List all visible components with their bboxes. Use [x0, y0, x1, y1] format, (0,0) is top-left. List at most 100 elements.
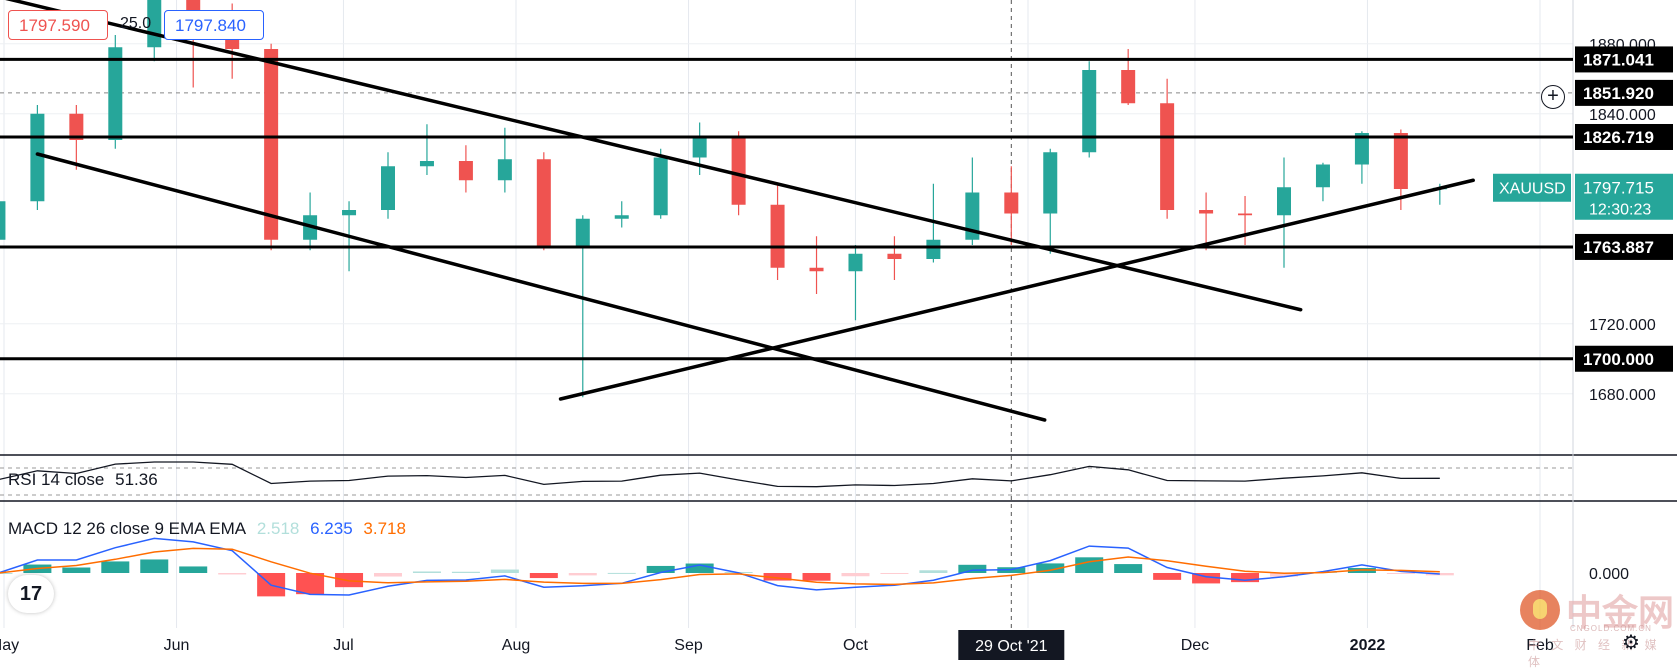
macd-histogram-bar: [1270, 573, 1298, 577]
candle-body: [1160, 103, 1175, 210]
macd-histogram-bar: [1425, 573, 1454, 576]
candle-body: [264, 49, 279, 240]
level-label-box: [1575, 123, 1673, 150]
tradingview-logo-icon[interactable]: 17: [8, 575, 54, 613]
trendline: [5, 0, 1303, 312]
candle-body: [1043, 152, 1058, 214]
candle-body: [614, 215, 629, 219]
macd-line-value: 6.235: [310, 519, 353, 538]
macd-zero-label: 0.000: [1589, 566, 1629, 583]
candle-body: [770, 204, 785, 268]
macd-histogram-bar: [1231, 573, 1260, 583]
macd-histogram-bar: [62, 567, 91, 573]
watermark-tagline: 中 文 财 经 新 媒 体: [1528, 638, 1661, 669]
candle-body: [108, 47, 123, 140]
level-label: 1871.041: [1583, 50, 1654, 69]
level-label: 1700.000: [1583, 350, 1654, 369]
macd-histogram-bar: [1114, 564, 1143, 573]
candle-body: [653, 157, 668, 216]
macd-histogram-bar: [412, 571, 441, 573]
rsi-value: 51.36: [115, 470, 158, 489]
macd-histogram-bar: [880, 573, 909, 574]
crosshair-price-label-box: [1575, 79, 1673, 106]
x-tick-label: Aug: [502, 637, 530, 654]
macd-histogram-bar: [0, 573, 13, 574]
macd-histogram-bar: [218, 573, 247, 575]
trendline: [35, 152, 1047, 422]
rsi-name: RSI 14 close: [8, 470, 105, 489]
y-tick-label: 1720.000: [1589, 317, 1656, 334]
macd-histogram-bar: [451, 571, 480, 573]
macd-histogram-bar: [841, 573, 870, 577]
highlighted-date-box: [958, 630, 1065, 660]
macd-histogram-bar: [646, 565, 675, 573]
candle-body: [926, 239, 941, 259]
x-tick-label: May: [0, 637, 19, 654]
macd-histogram-value: 2.518: [256, 519, 300, 538]
macd-histogram-bar: [958, 564, 987, 573]
x-tick-label: Feb: [1526, 637, 1554, 654]
candle-body: [1082, 70, 1097, 153]
level-label-box: [1575, 46, 1673, 73]
candle-body: [809, 267, 824, 272]
trendline: [558, 178, 1475, 401]
candle-body: [536, 159, 551, 249]
macd-histogram-bar: [1386, 573, 1415, 574]
macd-signal-value: 3.718: [363, 519, 406, 538]
rsi-line: [0, 461, 1440, 488]
candle-body: [1004, 192, 1019, 214]
x-tick-label: Sep: [674, 637, 703, 654]
candle-body: [1121, 70, 1136, 104]
watermark-brand: 中金网: [1566, 592, 1675, 633]
last-price-label: 1797.715: [1583, 179, 1654, 198]
close-price-box: 1797.840: [164, 10, 264, 40]
open-price-box: 1797.590: [8, 10, 108, 40]
x-tick-label: 2022: [1350, 637, 1386, 654]
candle-body: [497, 159, 512, 181]
macd-histogram-bar: [1075, 557, 1104, 573]
macd-line: [0, 537, 1440, 596]
macd-histogram-bar: [1192, 573, 1221, 584]
crosshair-price-label: 1851.920: [1583, 84, 1654, 103]
candle-body: [1393, 133, 1408, 189]
candle-body: [0, 201, 6, 240]
macd-histogram-bar: [607, 572, 636, 574]
x-tick-label: Jun: [164, 637, 190, 654]
level-label: 1826.719: [1583, 128, 1654, 147]
candle-body: [1315, 164, 1330, 188]
macd-histogram-bar: [529, 573, 558, 579]
macd-histogram-bar: [179, 566, 208, 573]
candle-body: [381, 166, 395, 210]
macd-legend[interactable]: MACD 12 26 close 9 EMA EMA 2.518 6.235 3…: [8, 519, 412, 539]
level-label: 1763.887: [1583, 238, 1654, 257]
macd-histogram-bar: [140, 559, 169, 573]
macd-histogram-bar: [335, 573, 364, 588]
macd-histogram-bar: [1036, 563, 1065, 573]
candle-body: [848, 253, 863, 272]
y-tick-label: 1680.000: [1589, 387, 1656, 404]
candle-body: [1354, 133, 1369, 165]
level-label-box: [1575, 345, 1673, 372]
symbol-badge-box: [1493, 173, 1571, 202]
countdown-label: 12:30:23: [1589, 202, 1651, 219]
candle-body: [69, 113, 84, 140]
last-price-box: [1575, 173, 1673, 220]
level-label-box: [1575, 233, 1673, 260]
symbol-badge: XAUUSD: [1499, 181, 1566, 198]
cngold-logo-icon: [1520, 590, 1560, 630]
legend-mid-value: 25.0: [120, 15, 152, 32]
macd-histogram-bar: [685, 563, 714, 573]
settings-gear-icon[interactable]: ⚙: [1622, 632, 1640, 654]
macd-histogram-bar: [802, 573, 831, 581]
rsi-legend[interactable]: RSI 14 close 51.36: [8, 470, 164, 490]
candle-body: [342, 210, 357, 216]
macd-histogram-bar: [1153, 573, 1182, 580]
add-alert-plus-icon[interactable]: +: [1541, 85, 1565, 109]
highlighted-date-label: 29 Oct '21: [975, 638, 1048, 655]
x-tick-label: Dec: [1181, 637, 1209, 654]
macd-histogram-bar: [568, 573, 597, 576]
candle-body: [965, 192, 980, 240]
x-tick-label: Jul: [333, 637, 353, 654]
